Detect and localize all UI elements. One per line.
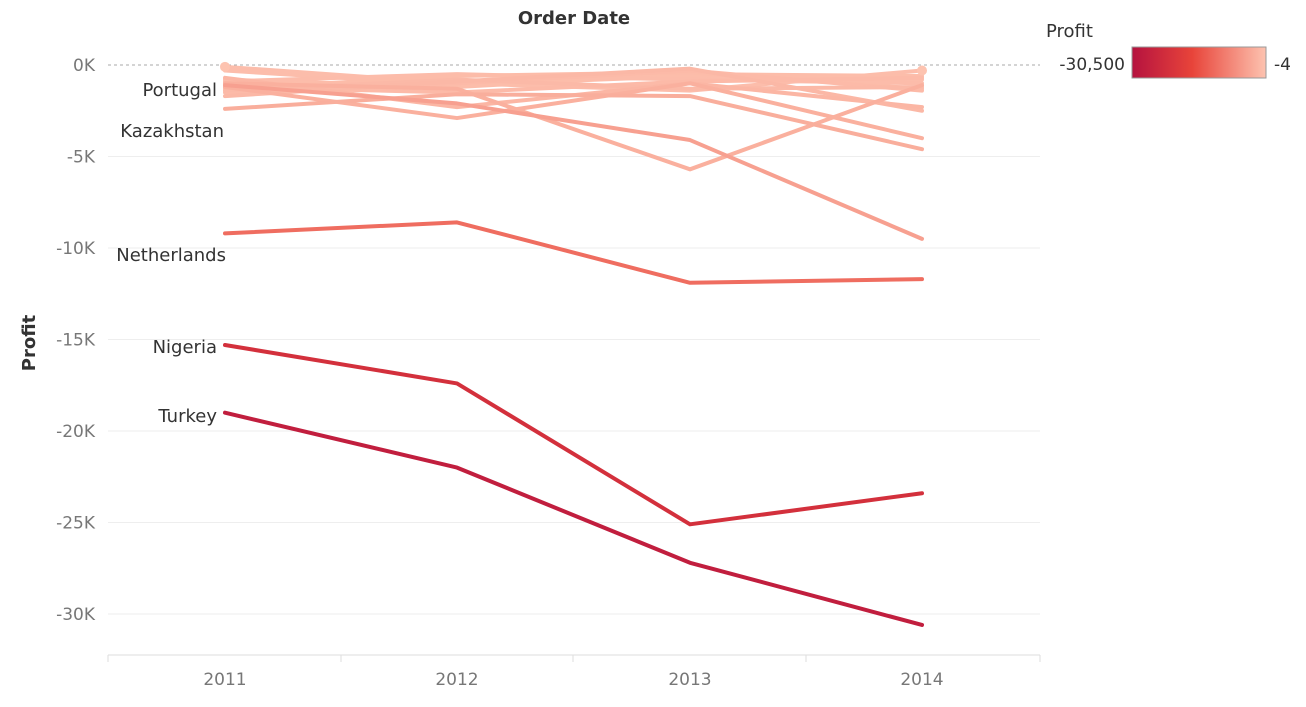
y-tick-label: -5K xyxy=(67,148,96,168)
series-line-kazakhstan[interactable] xyxy=(223,83,924,241)
legend-max-label: -4 xyxy=(1274,55,1291,75)
series-line-turkey[interactable] xyxy=(223,410,924,627)
legend-gradient-bar xyxy=(1131,46,1267,79)
data-point-marker[interactable] xyxy=(220,61,230,72)
legend-min-label: -30,500 xyxy=(1059,55,1125,75)
series-lines xyxy=(220,61,927,627)
series-line[interactable] xyxy=(223,92,924,152)
axes: 0K -5K -10K -15K -20K -25K -30K 2011 2012 2013 201… xyxy=(56,56,1041,690)
series-line[interactable] xyxy=(223,81,924,172)
x-tick-label: 2011 xyxy=(203,670,246,690)
series-label-turkey: Turkey xyxy=(157,406,217,427)
color-legend: Profit -30,500 -4 xyxy=(1046,21,1291,79)
series-line[interactable] xyxy=(223,66,924,113)
y-tick-label: -10K xyxy=(56,239,96,259)
y-tick-label: 0K xyxy=(73,56,96,76)
y-tick-label: -30K xyxy=(56,605,96,625)
y-tick-label: -20K xyxy=(56,422,96,442)
series-line-netherlands[interactable] xyxy=(223,220,924,285)
series-label-nigeria: Nigeria xyxy=(153,337,217,358)
y-axis-title: Profit xyxy=(19,314,40,371)
legend-title: Profit xyxy=(1046,21,1093,42)
series-label-kazakhstan: Kazakhstan xyxy=(120,121,224,142)
series-label-netherlands: Netherlands xyxy=(116,245,226,266)
series-label-portugal: Portugal xyxy=(142,80,217,101)
x-tick-label: 2013 xyxy=(668,670,711,690)
y-tick-label: -15K xyxy=(56,331,96,351)
x-tick-label: 2012 xyxy=(435,670,478,690)
series-line-nigeria[interactable] xyxy=(223,342,924,527)
y-tick-label: -25K xyxy=(56,514,96,534)
grid-lines xyxy=(108,64,1040,615)
data-point-marker[interactable] xyxy=(917,65,927,76)
x-tick-label: 2014 xyxy=(900,670,943,690)
series-labels: Turkey Nigeria Netherlands Kazakhstan Portug… xyxy=(116,80,226,427)
chart-title: Order Date xyxy=(518,8,630,29)
